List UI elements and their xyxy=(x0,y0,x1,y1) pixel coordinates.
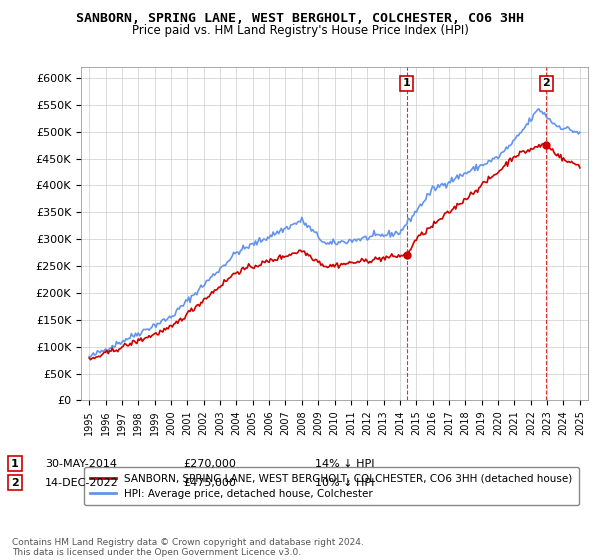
Text: SANBORN, SPRING LANE, WEST BERGHOLT, COLCHESTER, CO6 3HH: SANBORN, SPRING LANE, WEST BERGHOLT, COL… xyxy=(76,12,524,25)
Text: Contains HM Land Registry data © Crown copyright and database right 2024.
This d: Contains HM Land Registry data © Crown c… xyxy=(12,538,364,557)
Text: 1: 1 xyxy=(403,78,410,88)
Text: 14% ↓ HPI: 14% ↓ HPI xyxy=(315,459,374,469)
Legend: SANBORN, SPRING LANE, WEST BERGHOLT, COLCHESTER, CO6 3HH (detached house), HPI: : SANBORN, SPRING LANE, WEST BERGHOLT, COL… xyxy=(83,467,579,505)
Text: £270,000: £270,000 xyxy=(183,459,236,469)
Text: Price paid vs. HM Land Registry's House Price Index (HPI): Price paid vs. HM Land Registry's House … xyxy=(131,24,469,37)
Text: 2: 2 xyxy=(542,78,550,88)
Text: 30-MAY-2014: 30-MAY-2014 xyxy=(45,459,117,469)
Text: 10% ↓ HPI: 10% ↓ HPI xyxy=(315,478,374,488)
Text: £475,000: £475,000 xyxy=(183,478,236,488)
Text: 2: 2 xyxy=(11,478,19,488)
Text: 14-DEC-2022: 14-DEC-2022 xyxy=(45,478,119,488)
Text: 1: 1 xyxy=(11,459,19,469)
